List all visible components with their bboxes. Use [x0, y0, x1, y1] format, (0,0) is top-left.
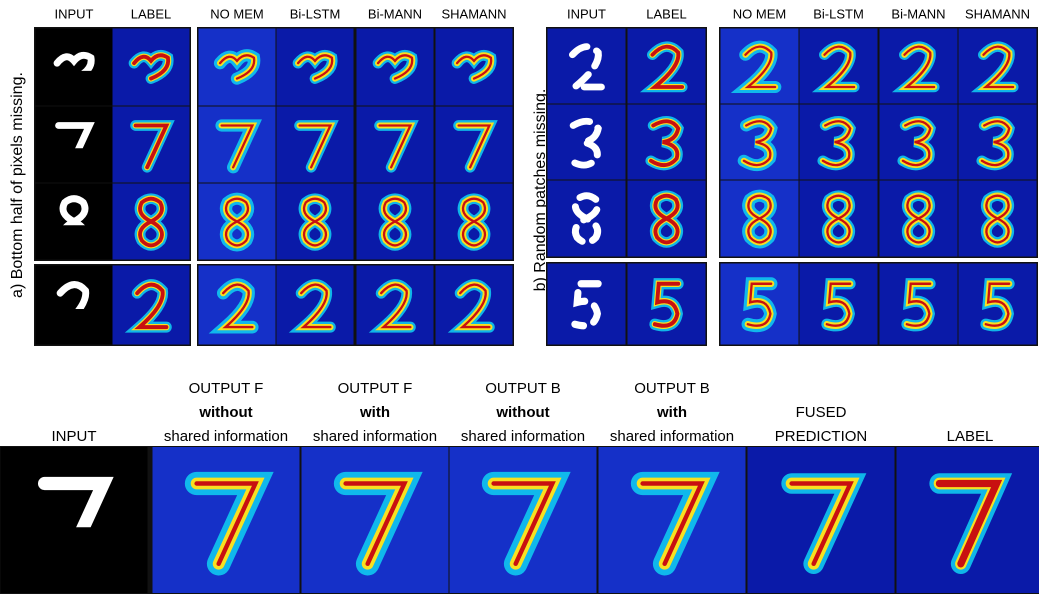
column-header: with — [656, 404, 687, 421]
image-cell — [436, 107, 513, 183]
column-header: INPUT — [52, 428, 97, 445]
image-cell — [880, 181, 958, 257]
column-header: OUTPUT F — [338, 380, 413, 397]
column-header: SHAMANN — [965, 6, 1030, 21]
image-cell — [113, 266, 190, 345]
column-header: NO MEM — [733, 6, 786, 21]
image-cell — [199, 29, 276, 106]
image-cell — [36, 29, 113, 106]
image-cell — [959, 264, 1037, 345]
column-header: without — [198, 404, 252, 421]
image-cell — [628, 181, 706, 257]
image-cell — [357, 29, 434, 106]
figure: a) Bottom half of pixels missing. b) Ran… — [0, 0, 1039, 594]
image-cell — [628, 29, 706, 104]
image-bg — [436, 107, 513, 183]
column-header: without — [495, 404, 549, 421]
column-header: Bi-MANN — [891, 6, 945, 21]
image-bg — [36, 107, 113, 183]
column-header: Bi-MANN — [368, 6, 422, 21]
column-header: OUTPUT F — [189, 380, 264, 397]
column-header: OUTPUT B — [634, 380, 710, 397]
image-cell — [113, 29, 190, 106]
image-cell — [880, 264, 958, 345]
column-header: Bi-LSTM — [813, 6, 864, 21]
image-cell — [800, 105, 878, 180]
image-cell — [1, 447, 148, 593]
column-header: LABEL — [646, 6, 686, 21]
image-cell — [36, 266, 113, 345]
image-cell — [199, 107, 276, 183]
image-cell — [36, 107, 113, 183]
image-cell — [357, 266, 434, 345]
image-cell — [548, 181, 626, 257]
image-cell — [277, 29, 354, 106]
image-bg — [113, 107, 190, 183]
image-cell — [153, 447, 300, 593]
image-bg — [357, 107, 434, 183]
image-cell — [113, 184, 190, 260]
image-cell — [113, 107, 190, 183]
column-header: shared information — [610, 428, 734, 445]
image-bg — [748, 447, 895, 593]
image-cell — [959, 181, 1037, 257]
column-header: Bi-LSTM — [290, 6, 341, 21]
image-cell — [277, 266, 354, 345]
image-cell — [721, 29, 799, 104]
image-cell — [436, 184, 513, 260]
column-header: OUTPUT B — [485, 380, 561, 397]
image-bg — [1, 447, 148, 593]
column-header: shared information — [313, 428, 437, 445]
image-cell — [959, 29, 1037, 104]
image-cell — [800, 29, 878, 104]
image-cell — [880, 105, 958, 180]
image-cell — [748, 447, 895, 593]
digit — [748, 284, 771, 326]
column-header: PREDICTION — [775, 428, 868, 445]
image-bg — [277, 107, 354, 183]
image-cell — [548, 264, 626, 345]
column-header: INPUT — [55, 6, 94, 21]
image-cell — [628, 264, 706, 345]
column-header: FUSED — [796, 404, 847, 421]
image-bg — [548, 29, 626, 104]
image-cell — [800, 264, 878, 345]
image-cell — [548, 105, 626, 180]
image-cell — [199, 266, 276, 345]
column-header: shared information — [461, 428, 585, 445]
image-cell — [36, 184, 113, 260]
column-header: LABEL — [947, 428, 994, 445]
image-bg — [36, 266, 113, 345]
image-bg — [36, 29, 113, 106]
image-cell — [450, 447, 597, 593]
image-cell — [277, 107, 354, 183]
column-header: INPUT — [567, 6, 606, 21]
image-cell — [357, 184, 434, 260]
column-header: shared information — [164, 428, 288, 445]
image-cell — [436, 266, 513, 345]
column-header: LABEL — [131, 6, 171, 21]
image-cell — [599, 447, 746, 593]
image-cell — [436, 29, 513, 106]
image-cell — [800, 181, 878, 257]
image-cell — [721, 181, 799, 257]
column-header: with — [359, 404, 390, 421]
image-cell — [897, 447, 1039, 593]
image-cell — [548, 29, 626, 104]
column-header: NO MEM — [210, 6, 263, 21]
column-header: SHAMANN — [441, 6, 506, 21]
image-cell — [277, 184, 354, 260]
image-cell — [721, 264, 799, 345]
image-cell — [302, 447, 449, 593]
image-cell — [880, 29, 958, 104]
image-cell — [199, 184, 276, 260]
panel-a-label: a) Bottom half of pixels missing. — [9, 72, 26, 298]
image-cell — [357, 107, 434, 183]
image-cell — [628, 105, 706, 180]
image-cell — [959, 105, 1037, 180]
image-cell — [721, 105, 799, 180]
